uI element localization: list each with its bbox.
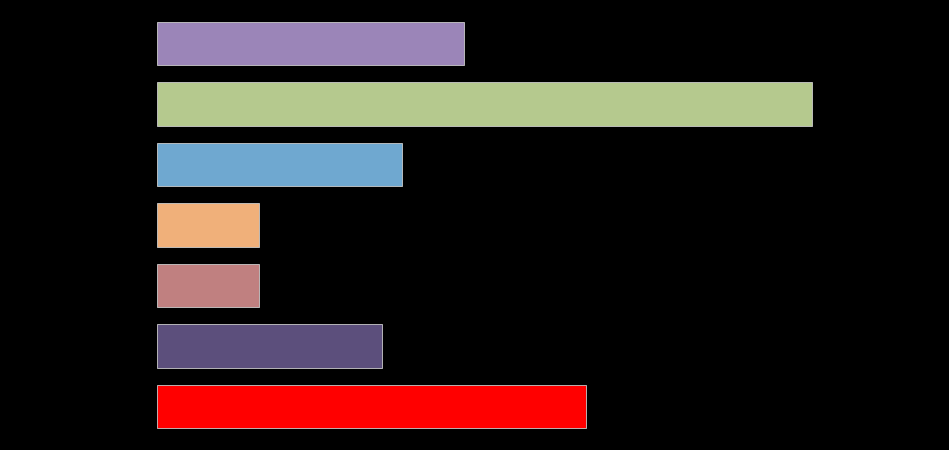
Text: 1,1%: 1,1% xyxy=(394,337,439,355)
Bar xyxy=(157,22,464,65)
Bar xyxy=(157,143,402,186)
Text: 1,2%: 1,2% xyxy=(415,156,460,174)
Bar xyxy=(157,264,259,307)
Text: 0,5%: 0,5% xyxy=(271,216,317,234)
Text: 0,5%: 0,5% xyxy=(271,276,317,294)
Text: 2,1%: 2,1% xyxy=(599,397,644,415)
Bar xyxy=(157,203,259,247)
Text: 1,5%: 1,5% xyxy=(476,35,522,53)
Bar xyxy=(157,324,381,368)
Bar xyxy=(157,385,586,428)
Text: 3,2%: 3,2% xyxy=(824,95,870,113)
Bar xyxy=(157,82,811,126)
